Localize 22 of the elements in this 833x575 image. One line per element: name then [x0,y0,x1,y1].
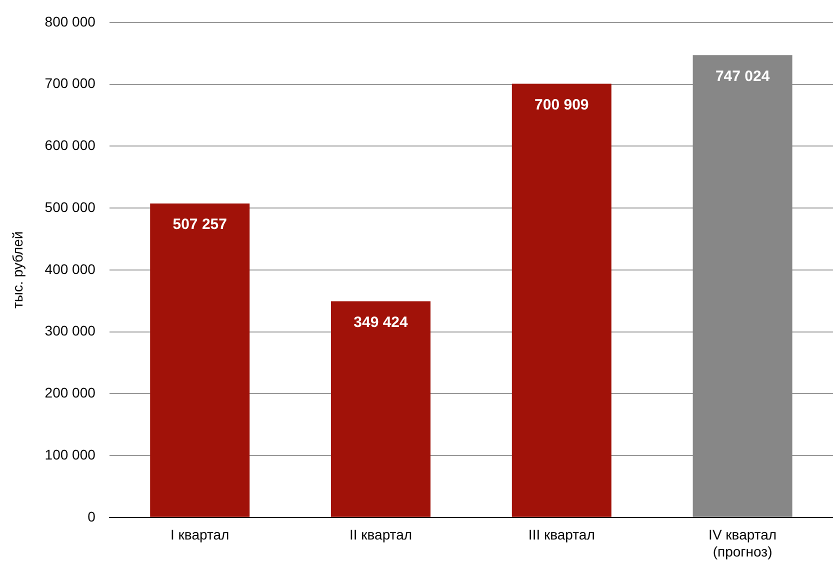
bar [150,204,250,517]
bar [692,55,792,517]
bar [331,301,430,517]
x-tick-label: III квартал [528,526,595,543]
y-tick-label: 800 000 [44,13,96,30]
y-tick-label: 100 000 [44,446,96,462]
x-tick-label: II квартал [349,526,412,543]
x-tick-label: IV квартал (прогноз) [708,526,777,560]
x-tick-label: I квартал [170,526,230,543]
y-tick-label: 400 000 [44,260,96,277]
y-tick-label: 300 000 [44,322,96,339]
y-tick-label: 700 000 [44,75,96,92]
y-tick-label: 200 000 [44,384,96,401]
data-label: 747 024 [715,68,770,85]
data-label: 349 424 [354,314,409,331]
data-label: 507 257 [172,216,227,234]
y-tick-label: 600 000 [44,137,96,154]
y-tick-label: 0 [88,508,96,524]
bar [512,84,612,517]
y-axis-title: тыс. рублей [9,231,26,309]
data-label: 700 909 [534,96,589,114]
y-tick-label: 500 000 [44,198,96,215]
